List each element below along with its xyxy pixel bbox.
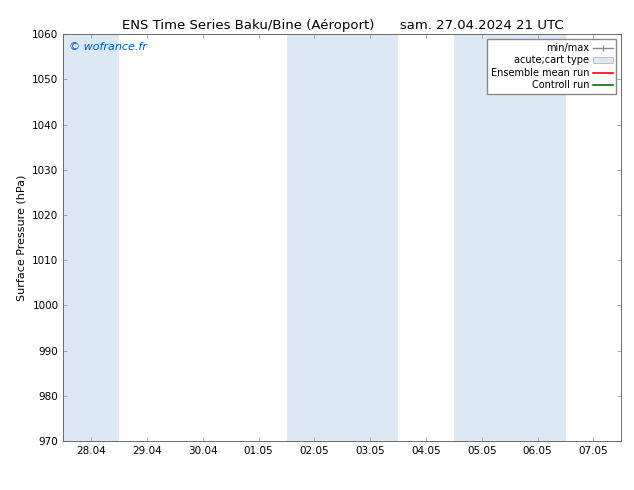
Y-axis label: Surface Pressure (hPa): Surface Pressure (hPa) bbox=[16, 174, 27, 301]
Bar bbox=[287, 34, 398, 441]
Legend: min/max, acute;cart type, Ensemble mean run, Controll run: min/max, acute;cart type, Ensemble mean … bbox=[487, 39, 616, 94]
Bar bbox=[63, 34, 119, 441]
Bar bbox=[454, 34, 566, 441]
Title: ENS Time Series Baku/Bine (Aéroport)      sam. 27.04.2024 21 UTC: ENS Time Series Baku/Bine (Aéroport) sam… bbox=[122, 19, 563, 32]
Text: © wofrance.fr: © wofrance.fr bbox=[69, 43, 147, 52]
